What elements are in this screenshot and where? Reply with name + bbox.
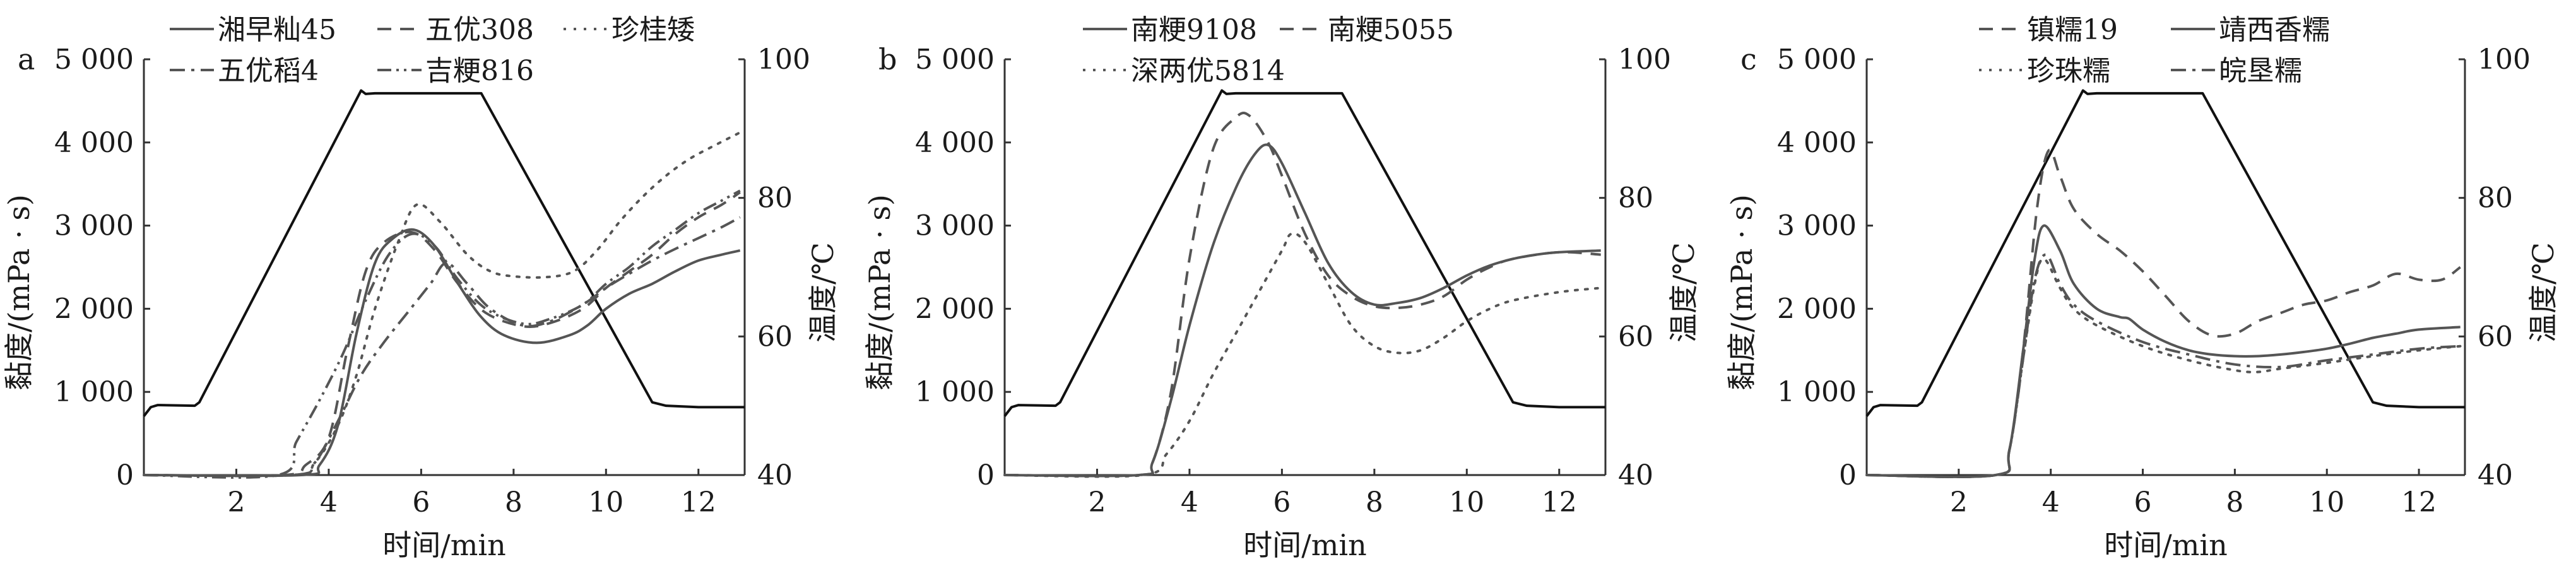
y-tick-label: 3 000 — [915, 210, 995, 242]
legend-label: 南粳5055 — [1328, 14, 1454, 46]
legend-label: 吉粳816 — [425, 55, 534, 87]
legend-label: 南粳9108 — [1131, 14, 1257, 46]
y-tick-label: 3 000 — [1777, 210, 1857, 242]
legend-label: 深两优5814 — [1131, 55, 1285, 87]
x-tick-label: 8 — [505, 486, 523, 519]
y2-axis-title: 温度/℃ — [2526, 242, 2560, 343]
series-line-3 — [1866, 253, 2461, 478]
y-tick-label: 3 000 — [54, 210, 134, 242]
y-tick-label: 0 — [1839, 459, 1857, 491]
x-tick-label: 12 — [681, 486, 716, 519]
y2-tick-label: 80 — [2478, 182, 2513, 214]
panel-a: 0 1 000 2 000 3 000 4 000 5 000 40 60 80 100 2 4 6 8 1… — [2, 14, 840, 562]
y-tick-label: 1 000 — [54, 376, 134, 408]
y2-axis-title: 温度/℃ — [1667, 242, 1701, 343]
y2-axis-title: 温度/℃ — [806, 242, 840, 343]
temperature-line — [143, 89, 745, 417]
x-tick-label: 2 — [1088, 486, 1106, 519]
temperature-line — [1003, 89, 1605, 417]
legend-label: 五优稻4 — [218, 55, 319, 87]
x-axis-title: 时间/min — [382, 528, 505, 562]
legend-label: 五优308 — [425, 14, 534, 46]
y2-tick-label: 60 — [1618, 320, 1653, 353]
x-tick-label: 2 — [227, 486, 245, 519]
y2-tick-label: 40 — [2478, 459, 2513, 491]
y-tick-label: 5 000 — [54, 44, 134, 76]
x-tick-label: 4 — [1181, 486, 1198, 519]
x-tick-label: 10 — [1449, 486, 1484, 519]
y-tick-label: 4 000 — [915, 127, 995, 159]
panel-label: c — [1740, 42, 1757, 76]
series-line-1 — [143, 191, 741, 478]
legend-label: 珍珠糯 — [2027, 55, 2110, 87]
series-line-0 — [143, 228, 741, 478]
x-tick-label: 4 — [2042, 486, 2060, 519]
y-tick-label: 5 000 — [915, 44, 995, 76]
series-line-2 — [143, 131, 741, 478]
x-tick-label: 6 — [412, 486, 430, 519]
x-tick-label: 6 — [1273, 486, 1291, 519]
legend-label: 皖垦糯 — [2219, 55, 2302, 87]
y2-tick-label: 100 — [2478, 44, 2531, 76]
series-line-1 — [1004, 111, 1601, 478]
y2-tick-label: 60 — [2478, 320, 2513, 353]
y-axis-title: 黏度/(mPa · s) — [1725, 194, 1759, 391]
y2-tick-label: 80 — [757, 182, 793, 214]
series-line-3 — [143, 216, 741, 478]
y2-tick-label: 40 — [757, 459, 793, 491]
x-tick-label: 12 — [2401, 486, 2437, 519]
y-tick-label: 1 000 — [1777, 376, 1857, 408]
series-line-1 — [1866, 224, 2461, 478]
series-line-0 — [1004, 143, 1601, 478]
legend-label: 靖西香糯 — [2219, 14, 2330, 46]
y2-tick-label: 40 — [1618, 459, 1653, 491]
y-tick-label: 2 000 — [1777, 293, 1857, 325]
legend-label: 镇糯19 — [2027, 14, 2118, 46]
panel-label: a — [18, 42, 35, 76]
y-tick-label: 1 000 — [915, 376, 995, 408]
y-tick-label: 4 000 — [54, 127, 134, 159]
x-tick-label: 4 — [320, 486, 338, 519]
legend-label: 珍桂矮 — [612, 14, 695, 46]
x-tick-label: 10 — [588, 486, 623, 519]
x-tick-label: 12 — [1542, 486, 1577, 519]
legend-label: 湘早籼45 — [218, 14, 336, 46]
x-axis-title: 时间/min — [1243, 528, 1366, 562]
panel-label: b — [878, 42, 897, 76]
x-tick-label: 8 — [1366, 486, 1383, 519]
series-line-4 — [143, 189, 741, 479]
x-axis-title: 时间/min — [2104, 528, 2227, 562]
y-axis-title: 黏度/(mPa · s) — [863, 194, 897, 391]
x-tick-label: 8 — [2226, 486, 2243, 519]
series-line-2 — [1865, 257, 2462, 478]
y2-tick-label: 100 — [757, 44, 810, 76]
x-tick-label: 6 — [2134, 486, 2152, 519]
y-tick-label: 0 — [977, 459, 995, 491]
y-tick-label: 5 000 — [1777, 44, 1857, 76]
y-tick-label: 2 000 — [54, 293, 134, 325]
y-axis-title: 黏度/(mPa · s) — [2, 194, 36, 391]
y2-tick-label: 100 — [1618, 44, 1671, 76]
x-tick-label: 10 — [2309, 486, 2344, 519]
y-tick-label: 2 000 — [915, 293, 995, 325]
y-tick-label: 4 000 — [1777, 127, 1857, 159]
temperature-line — [1865, 89, 2465, 417]
x-tick-label: 2 — [1950, 486, 1968, 519]
series-line-0 — [1866, 148, 2461, 478]
panel-b: 0 1 000 2 000 3 000 4 000 5 000 40 60 80 100 2 4 6 8 1… — [863, 14, 1701, 562]
y-tick-label: 0 — [116, 459, 134, 491]
series-line-2 — [1003, 232, 1602, 478]
panel-c: 0 1 000 2 000 3 000 4 000 5 000 40 60 80 100 2 4 6 8 1… — [1725, 14, 2560, 562]
y2-tick-label: 80 — [1618, 182, 1653, 214]
y2-tick-label: 60 — [757, 320, 793, 353]
